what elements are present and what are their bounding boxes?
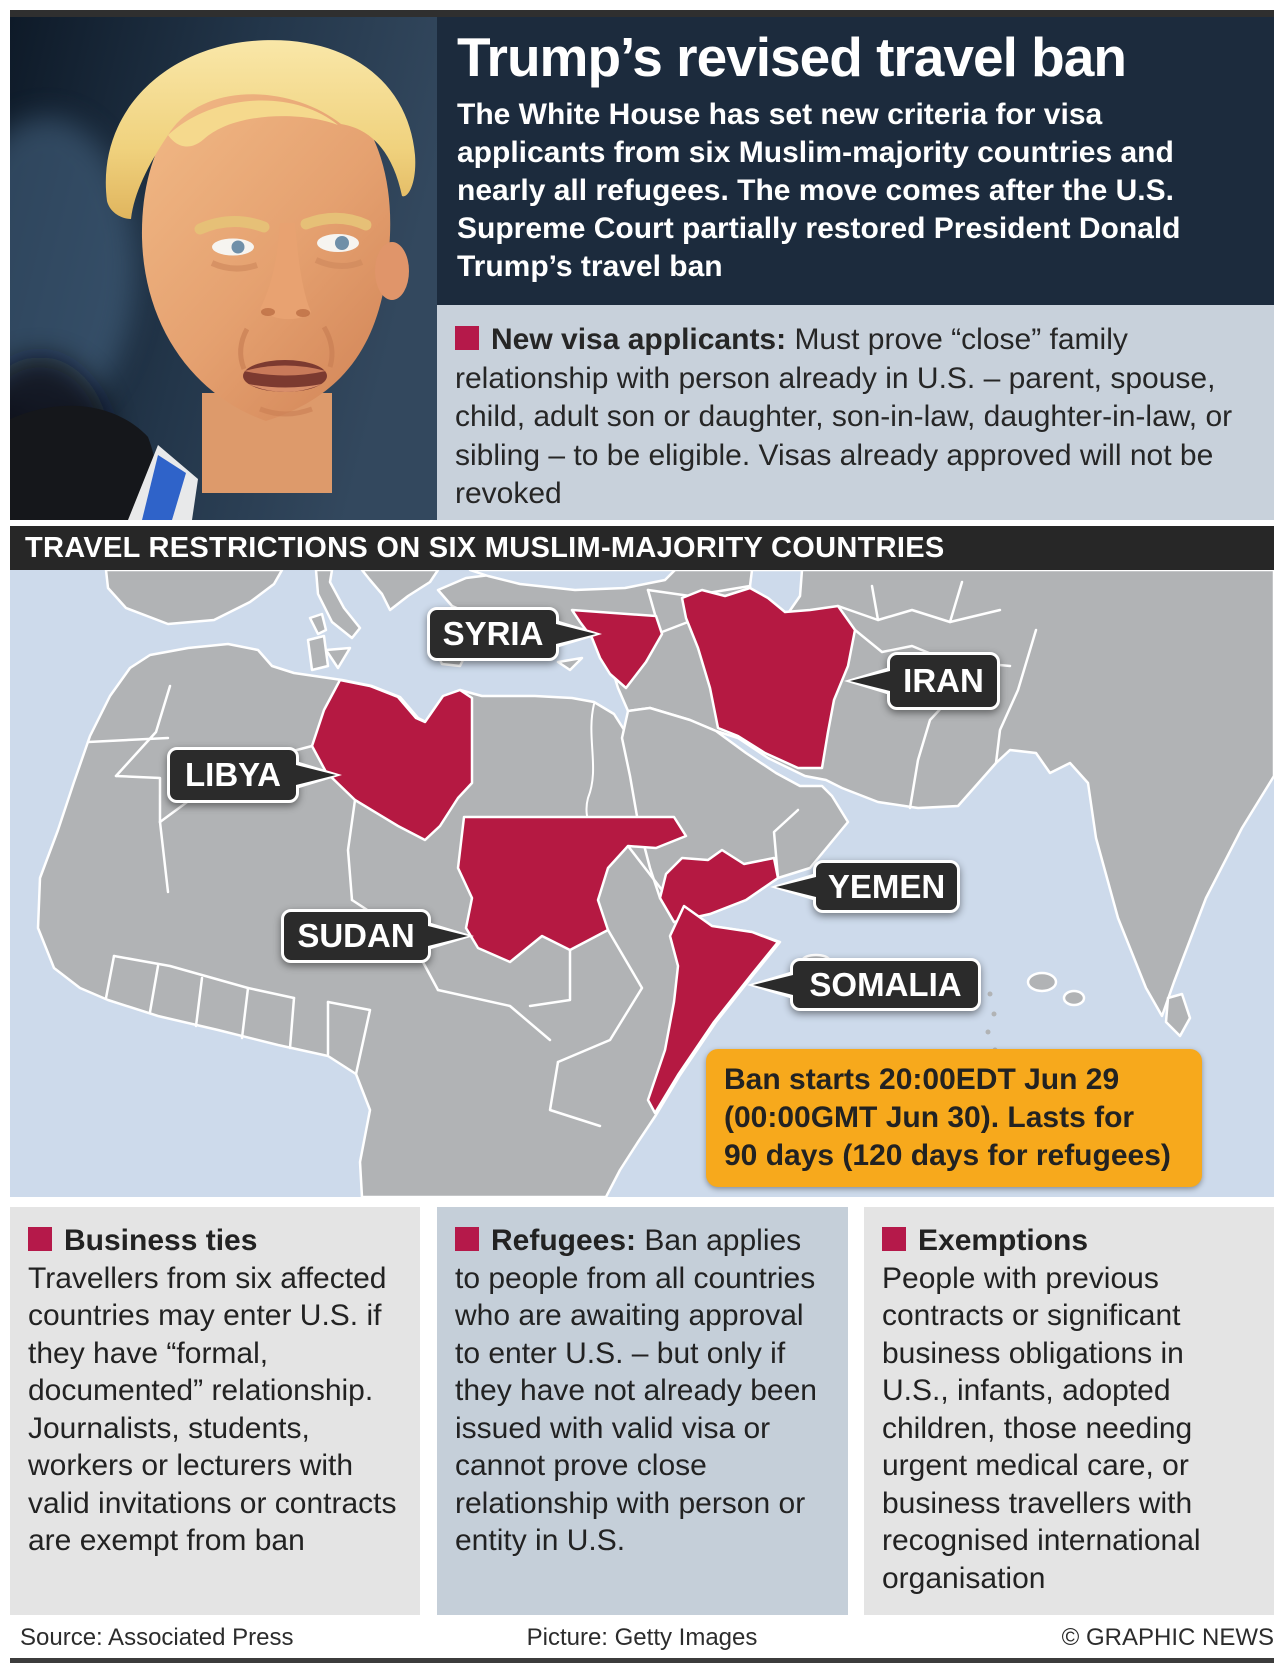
ban-note-line: Ban starts 20:00EDT Jun 29 — [724, 1063, 1120, 1096]
new-visa-applicants-box: New visa applicants: Must prove “close” … — [437, 305, 1274, 520]
refugees-column: Refugees: Ban applies to people from all… — [437, 1207, 848, 1615]
refugees-body: Ban applies to people from all countries… — [455, 1224, 817, 1557]
picture-credit: Picture: Getty Images — [526, 1624, 758, 1651]
label-iran: IRAN — [844, 652, 1000, 710]
travel-ban-map: SYRIA IRAN LIBYA SUDAN YEMEN SOMALIA Ban… — [10, 570, 1274, 1197]
refugees-heading: Refugees: — [491, 1224, 637, 1257]
label-iran-text: IRAN — [903, 662, 984, 699]
exemptions-body: People with previous contracts or signif… — [882, 1261, 1201, 1595]
source-credit: Source: Associated Press — [20, 1624, 294, 1651]
label-somalia-text: SOMALIA — [809, 965, 962, 1003]
red-square-bullet-icon — [455, 326, 479, 350]
red-square-bullet-icon — [28, 1227, 52, 1251]
label-pointer — [776, 876, 816, 897]
label-syria-text: SYRIA — [442, 615, 544, 652]
business-ties-column: Business ties Travellers from six affect… — [10, 1207, 420, 1615]
label-sudan-text: SUDAN — [297, 917, 415, 954]
top-rule — [10, 10, 1274, 17]
label-pointer — [753, 974, 793, 995]
red-square-bullet-icon — [882, 1227, 906, 1251]
label-sudan: SUDAN — [281, 909, 474, 963]
ban-note-line: (00:00GMT Jun 30). Lasts for — [724, 1101, 1135, 1134]
label-pointer — [556, 624, 596, 644]
label-pointer — [296, 765, 336, 785]
label-libya-text: LIBYA — [185, 756, 281, 793]
ban-start-note: Ban starts 20:00EDT Jun 29 (00:00GMT Jun… — [706, 1049, 1202, 1187]
label-yemen-text: YEMEN — [827, 867, 946, 905]
red-square-bullet-icon — [455, 1227, 479, 1251]
intro-text: The White House has set new criteria for… — [457, 97, 1181, 283]
graphic-news-credit: © GRAPHIC NEWS — [1061, 1624, 1274, 1651]
visa-box-body: Must prove “close” family relationship w… — [455, 323, 1233, 510]
header-panel: Trump’s revised travel ban The White Hou… — [437, 17, 1274, 305]
ban-note-line: 90 days (120 days for refugees) — [724, 1139, 1171, 1172]
footer: Source: Associated Press Picture: Getty … — [10, 1624, 1274, 1656]
business-ties-heading: Business ties — [64, 1224, 258, 1257]
label-yemen: YEMEN — [770, 860, 960, 913]
page-title: Trump’s revised travel ban — [457, 26, 1127, 88]
trump-photo — [10, 17, 437, 520]
exemptions-column: Exemptions People with previous contract… — [864, 1207, 1274, 1615]
footer-rule — [10, 1658, 1274, 1663]
exemptions-heading: Exemptions — [918, 1224, 1089, 1257]
business-ties-body: Travellers from six affected countries m… — [28, 1261, 397, 1558]
label-pointer — [850, 671, 890, 691]
label-somalia: SOMALIA — [747, 958, 981, 1011]
trump-portrait-illustration — [10, 17, 437, 520]
label-libya: LIBYA — [167, 747, 342, 803]
label-pointer — [428, 926, 468, 946]
visa-box-heading: New visa applicants: — [491, 323, 787, 356]
label-syria: SYRIA — [427, 607, 602, 661]
section-banner: TRAVEL RESTRICTIONS ON SIX MUSLIM-MAJORI… — [10, 526, 1274, 570]
